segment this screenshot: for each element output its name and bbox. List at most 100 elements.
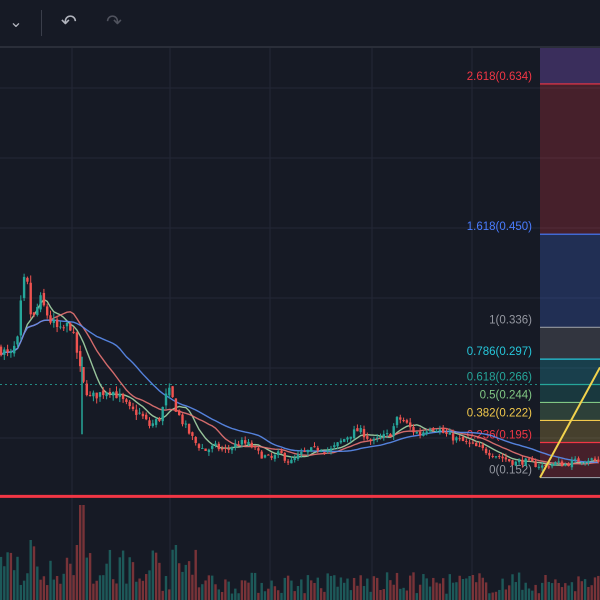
volume-bar bbox=[151, 550, 154, 600]
volume-bar bbox=[451, 582, 455, 600]
candle-body bbox=[574, 458, 577, 460]
candle-body bbox=[306, 450, 310, 453]
volume-bar bbox=[250, 572, 253, 600]
volume-bar bbox=[92, 583, 95, 600]
candle-body bbox=[26, 277, 29, 282]
fib-zone bbox=[540, 327, 600, 360]
price-chart[interactable]: 2.618(0.634) 1.618(0.450) 1(0.336) 0.786(0.… bbox=[0, 48, 600, 600]
candle-body bbox=[244, 440, 247, 444]
volume-bar bbox=[178, 563, 181, 600]
volume-bar bbox=[39, 579, 42, 600]
volume-bar bbox=[333, 575, 336, 600]
volume-bar bbox=[36, 566, 39, 600]
candle-body bbox=[240, 439, 244, 445]
volume-bar bbox=[211, 575, 214, 600]
candle-body bbox=[435, 431, 438, 433]
candle-body bbox=[207, 449, 211, 453]
volume-bar bbox=[286, 575, 290, 600]
volume-bar bbox=[484, 582, 488, 600]
volume-bar bbox=[260, 582, 263, 600]
candle-body bbox=[263, 455, 267, 458]
candle-body bbox=[494, 456, 498, 458]
candle-body bbox=[372, 438, 376, 441]
volume-bar bbox=[46, 585, 49, 600]
redo-icon[interactable]: ↷ bbox=[106, 12, 122, 33]
candle-body bbox=[448, 432, 451, 435]
candle-body bbox=[247, 441, 250, 445]
volume-bar bbox=[319, 588, 323, 600]
volume-bar bbox=[3, 566, 6, 600]
volume-bar bbox=[385, 572, 389, 600]
volume-bar bbox=[418, 584, 422, 600]
candle-body bbox=[62, 327, 65, 329]
volume-bar bbox=[95, 580, 98, 600]
fib-level-label: 1.618(0.450) bbox=[467, 221, 532, 233]
fib-level-label: 0.786(0.297) bbox=[467, 346, 532, 358]
chevron-down-icon[interactable]: ⌄ bbox=[9, 14, 23, 31]
candle-body bbox=[39, 295, 42, 310]
volume-bar bbox=[69, 563, 72, 600]
volume-bar bbox=[82, 505, 85, 600]
volume-bar bbox=[6, 552, 9, 600]
fib-level-label: 2.618(0.634) bbox=[467, 71, 532, 83]
volume-bar bbox=[356, 585, 359, 600]
candle-body bbox=[178, 410, 181, 416]
candle-body bbox=[290, 459, 293, 464]
candle-body bbox=[461, 436, 465, 442]
candle-body bbox=[9, 351, 13, 354]
volume-bar bbox=[405, 590, 409, 600]
candle-body bbox=[194, 437, 197, 443]
candle-body bbox=[174, 398, 178, 412]
volume-bar bbox=[544, 574, 547, 600]
volume-bar bbox=[326, 573, 329, 600]
volume-bar bbox=[108, 549, 112, 600]
trend-line[interactable] bbox=[539, 366, 600, 479]
volume-bar bbox=[237, 593, 240, 600]
candle-body bbox=[557, 461, 560, 463]
candle-body bbox=[168, 387, 171, 396]
fib-zone bbox=[540, 48, 600, 84]
candle-body bbox=[257, 448, 260, 451]
volume-bar bbox=[227, 581, 230, 600]
candle-body bbox=[69, 323, 72, 331]
volume-bar bbox=[168, 589, 171, 600]
candle-body bbox=[379, 436, 382, 439]
candle-body bbox=[19, 300, 22, 336]
volume-bar bbox=[323, 591, 326, 600]
volume-bar bbox=[574, 591, 577, 600]
candle-body bbox=[52, 319, 55, 323]
candle-body bbox=[504, 457, 508, 460]
candle-body bbox=[402, 420, 405, 422]
ma-fast-line bbox=[0, 298, 599, 466]
candle-body bbox=[92, 392, 95, 397]
volume-bar bbox=[79, 505, 82, 600]
candle-body bbox=[425, 431, 428, 434]
candle-body bbox=[465, 441, 468, 443]
volume-bar bbox=[197, 587, 201, 600]
volume-bar bbox=[214, 584, 217, 600]
volume-bar bbox=[316, 577, 319, 600]
volume-bar bbox=[557, 583, 560, 600]
candle-body bbox=[382, 434, 385, 438]
candle-body bbox=[13, 345, 16, 354]
volume-bar bbox=[290, 580, 293, 600]
volume-bar bbox=[207, 575, 211, 600]
volume-bar bbox=[19, 584, 22, 600]
candle-body bbox=[286, 461, 290, 463]
volume-bar bbox=[158, 562, 161, 600]
volume-bar bbox=[98, 575, 102, 600]
undo-icon[interactable]: ↶ bbox=[61, 12, 77, 33]
candle-body bbox=[3, 349, 6, 355]
candle-body bbox=[270, 455, 273, 458]
volume-bar bbox=[465, 578, 468, 600]
volume-bar bbox=[52, 579, 55, 600]
candle-body bbox=[303, 450, 306, 452]
candle-body bbox=[273, 455, 277, 459]
volume-bar bbox=[253, 572, 257, 600]
drawing-overlay[interactable] bbox=[0, 366, 600, 498]
volume-bar bbox=[174, 545, 178, 600]
candle-body bbox=[392, 426, 395, 436]
fibonacci-extension[interactable]: 2.618(0.634) 1.618(0.450) 1(0.336) 0.786(0.… bbox=[0, 48, 600, 479]
candle-body bbox=[597, 459, 600, 462]
fib-zone bbox=[540, 234, 600, 328]
